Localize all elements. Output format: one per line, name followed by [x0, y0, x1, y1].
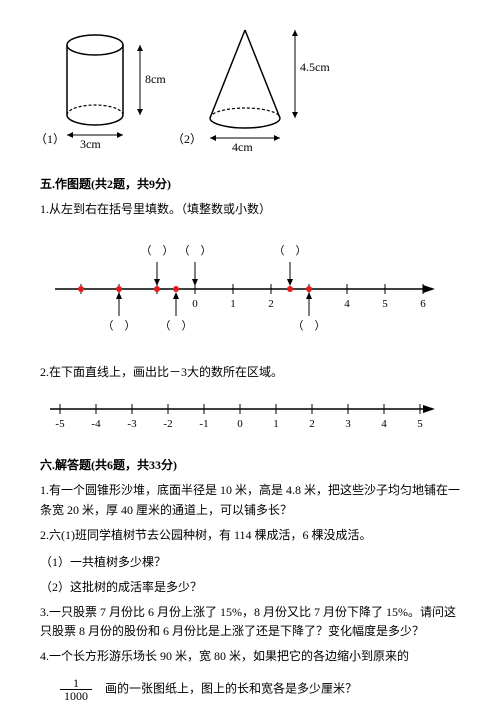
section6-header: 六.解答题(共6题，共33分): [40, 456, 460, 473]
section6-q4: 4.一个长方形游乐场长 90 米，宽 80 米，如果把它的各边缩小到原来的: [40, 647, 460, 666]
section6-q1: 1.有一个圆锥形沙堆，底面半径是 10 米，高是 4.8 米，把这些沙子均匀地铺…: [40, 481, 460, 519]
q4-fraction: 1 1000: [60, 677, 92, 702]
svg-text:-1: -1: [199, 418, 208, 430]
svg-text:1: 1: [230, 298, 236, 310]
svg-text:-3: -3: [127, 418, 137, 430]
svg-text:2: 2: [268, 298, 274, 310]
section5-q1: 1.从左到右在括号里填数。（填整数或小数）: [40, 200, 460, 219]
q4-part1: 4.一个长方形游乐场长 90 米，宽 80 米，如果把它的各边缩小到原来的: [40, 649, 409, 663]
svg-text:（ ）: （ ）: [160, 319, 193, 332]
svg-text:4: 4: [344, 298, 350, 310]
q4-part2: 画的一张图纸上，图上的长和宽各是多少厘米？: [105, 681, 357, 695]
section5-header: 五.作图题(共2题，共9分): [40, 175, 460, 192]
svg-text:（ ）: （ ）: [274, 244, 307, 257]
svg-text:6: 6: [420, 298, 426, 310]
section6-q2: 2.六(1)班同学植树节去公园种树，有 114 棵成活，6 棵没成活。: [40, 526, 460, 545]
section5-q2: 2.在下面直线上，画出比－3大的数所在区域。: [40, 363, 460, 382]
cone-width: 4cm: [232, 140, 253, 155]
svg-text:4: 4: [381, 418, 387, 430]
svg-text:0: 0: [192, 298, 198, 310]
svg-text:（ ）: （ ）: [293, 319, 326, 332]
svg-text:（ ）: （ ）: [141, 244, 174, 257]
numberline1: 0 1 2 4 5 6 （ ） （ ） （ ） （ ） （ ） （ ）: [40, 239, 460, 338]
section6-q2-sub2: （2）这批树的成活率是多少？: [40, 578, 460, 595]
cylinder-num: （1）: [35, 130, 65, 147]
svg-text:1: 1: [273, 418, 279, 430]
cone-height: 4.5cm: [300, 60, 330, 75]
svg-text:3: 3: [345, 418, 351, 430]
section6-q3: 3.一只股票 7 月份比 6 月份上涨了 15%，8 月份又比 7 月份下降了 …: [40, 603, 460, 641]
svg-text:0: 0: [237, 418, 243, 430]
svg-text:（ ）: （ ）: [179, 244, 212, 257]
svg-text:-5: -5: [55, 418, 65, 430]
svg-text:-4: -4: [91, 418, 101, 430]
svg-text:2: 2: [309, 418, 315, 430]
cone-diagram: （2） 4cm 4.5cm: [190, 20, 340, 150]
svg-text:（ ）: （ ）: [103, 319, 136, 332]
numberline2: -5 -4 -3 -2 -1 0 1 2 3 4 5: [40, 394, 460, 438]
diagrams-row: （1） 3cm 8cm （2） 4cm 4.5cm: [40, 20, 460, 150]
cylinder-diagram: （1） 3cm 8cm: [40, 20, 170, 150]
svg-text:5: 5: [382, 298, 388, 310]
section6-q2-sub1: （1）一共植树多少棵？: [40, 553, 460, 570]
cylinder-width: 3cm: [80, 137, 101, 152]
cylinder-height: 8cm: [145, 72, 166, 87]
cone-num: （2）: [172, 130, 202, 147]
svg-text:5: 5: [417, 418, 423, 430]
section6-q4-line2: 1 1000 画的一张图纸上，图上的长和宽各是多少厘米？: [40, 677, 460, 702]
svg-text:-2: -2: [163, 418, 172, 430]
